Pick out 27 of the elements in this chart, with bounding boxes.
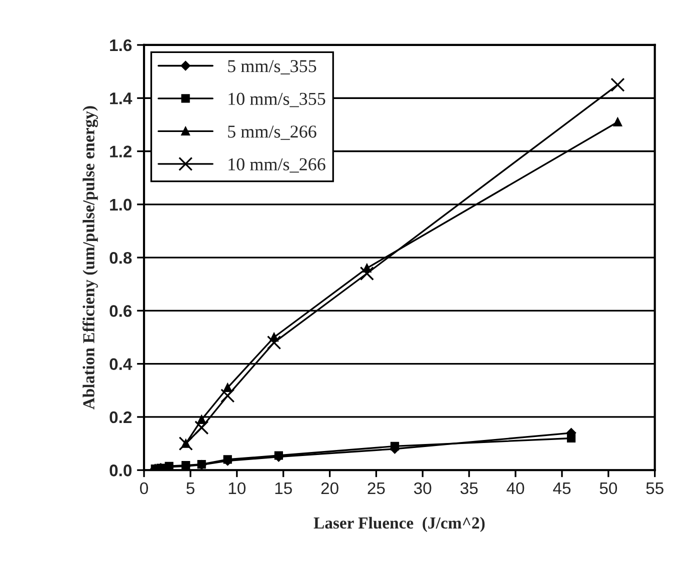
legend-label: 10 mm/s_266 [228,158,326,173]
legend-label: 5 mm/s_266 [228,126,316,140]
x-tick-label: 0 [140,482,148,494]
y-tick-label: 0.0 [110,464,132,476]
legend-label: 10 mm/s_355 [228,92,326,108]
x-tick-label: 55 [646,482,664,494]
y-tick-label: 1.6 [110,39,132,52]
x-tick-label: 35 [460,482,478,494]
x-tick-label: 30 [414,482,432,494]
y-tick-label: 1.0 [110,198,132,211]
legend-label: 5 mm/s_355 [228,60,316,74]
x-axis-title: Laser Fluence (J/cm^2) [314,516,485,532]
x-tick-label: 25 [368,482,385,494]
y-tick-label: 1.2 [110,146,132,158]
y-tick-label: 0.4 [110,358,132,370]
y-axis-title: Ablation Efficieny (um/pulse/pulse energy) [82,106,98,410]
x-tick-label: 10 [228,482,246,494]
y-tick-label: 1.4 [110,92,132,104]
x-tick-label: 20 [321,482,338,494]
y-tick-label: 0.8 [110,252,132,264]
x-tick-label: 45 [553,482,571,494]
y-tick-label: 0.2 [110,411,132,424]
x-tick-label: 5 [186,482,194,494]
x-tick-label: 40 [506,482,524,494]
x-tick-label: 50 [600,482,618,494]
y-tick-label: 0.6 [110,305,132,317]
x-tick-label: 15 [275,482,292,494]
